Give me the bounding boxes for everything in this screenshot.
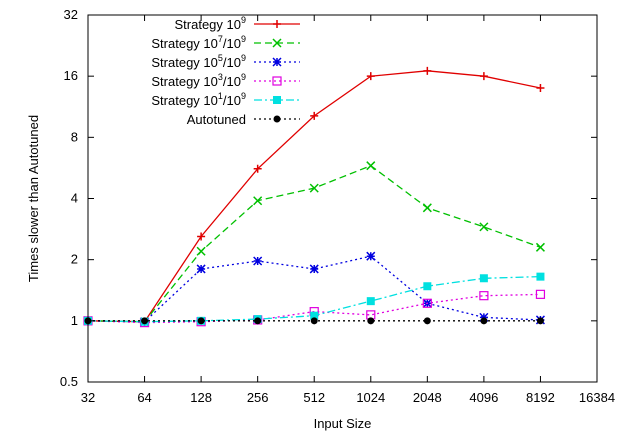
data-point	[423, 66, 432, 75]
x-axis-label: Input Size	[314, 416, 372, 431]
x-tick-label: 256	[247, 390, 269, 405]
data-point	[366, 251, 376, 261]
data-point	[536, 272, 545, 281]
data-point	[479, 291, 489, 301]
y-tick-label: 4	[71, 191, 78, 206]
data-point	[310, 311, 319, 320]
series-line	[87, 70, 541, 323]
data-point	[480, 317, 488, 325]
legend: Strategy 109 Strategy 107/109 Strategy 105…	[151, 15, 300, 127]
legend-entry: Strategy 109	[174, 15, 300, 32]
y-tick-label: 2	[71, 252, 78, 267]
data-point	[479, 222, 489, 232]
data-point	[536, 317, 544, 325]
legend-label: Autotuned	[187, 112, 246, 127]
data-point	[422, 203, 432, 213]
series-line	[87, 293, 541, 324]
data-point	[253, 164, 262, 173]
legend-label: Strategy 101/109	[151, 91, 246, 108]
data-point	[423, 282, 432, 291]
y-tick-label: 16	[64, 68, 78, 83]
x-tick-label: 64	[137, 390, 151, 405]
data-point	[141, 317, 149, 325]
series-2	[83, 161, 545, 327]
data-point	[309, 264, 319, 274]
legend-label: Strategy 109	[174, 15, 246, 32]
data-point	[535, 242, 545, 252]
data-point	[366, 72, 375, 81]
data-point	[535, 289, 546, 299]
x-tick-label: 4096	[469, 390, 498, 405]
data-point	[309, 183, 319, 193]
data-point	[196, 246, 206, 256]
data-point	[423, 317, 431, 325]
y-tick-label: 0.5	[60, 374, 78, 389]
legend-label: Strategy 103/109	[151, 72, 246, 89]
x-tick-label: 2048	[413, 390, 442, 405]
legend-entry: Strategy 103/109	[151, 72, 300, 89]
data-point	[479, 72, 488, 81]
data-point	[253, 256, 263, 266]
data-point	[254, 317, 262, 325]
x-tick-label: 1024	[356, 390, 385, 405]
data-point	[272, 57, 282, 67]
data-point	[197, 317, 205, 325]
data-point	[273, 20, 281, 28]
y-axis-label: Times slower than Autotuned	[26, 115, 41, 282]
y-tick-label: 1	[71, 313, 78, 328]
legend-label: Strategy 107/109	[151, 34, 246, 51]
data-point	[197, 232, 206, 241]
series-1	[84, 66, 545, 326]
y-tick-label: 32	[64, 7, 78, 22]
data-point	[366, 161, 376, 171]
data-point	[479, 274, 488, 283]
x-tick-label: 16384	[579, 390, 615, 405]
data-point	[310, 317, 318, 325]
y-tick-label: 8	[71, 129, 78, 144]
data-point	[272, 38, 282, 48]
plot-frame	[87, 14, 598, 383]
data-point	[367, 317, 375, 325]
axes: 32 64 128 256 512 1024 2048 4096 8192 16384 0.5 1 2 4…	[60, 7, 615, 405]
data-point	[536, 83, 545, 92]
legend-entry: Strategy 105/109	[151, 53, 300, 70]
legend-entry: Strategy 101/109	[151, 91, 300, 108]
data-point	[310, 111, 319, 120]
data-point	[253, 196, 263, 206]
legend-label: Strategy 105/109	[151, 53, 246, 70]
x-tick-label: 128	[190, 390, 212, 405]
x-tick-label: 512	[303, 390, 325, 405]
data-point	[422, 298, 432, 308]
data-point	[273, 115, 281, 123]
data-point	[272, 76, 282, 86]
data-point	[273, 96, 281, 104]
data-point	[366, 297, 375, 306]
x-tick-label: 32	[81, 390, 95, 405]
x-tick-label: 8192	[526, 390, 555, 405]
legend-entry: Strategy 107/109	[151, 34, 300, 51]
data-point	[196, 264, 206, 274]
legend-entry: Autotuned	[187, 112, 300, 127]
series-6	[84, 317, 544, 325]
